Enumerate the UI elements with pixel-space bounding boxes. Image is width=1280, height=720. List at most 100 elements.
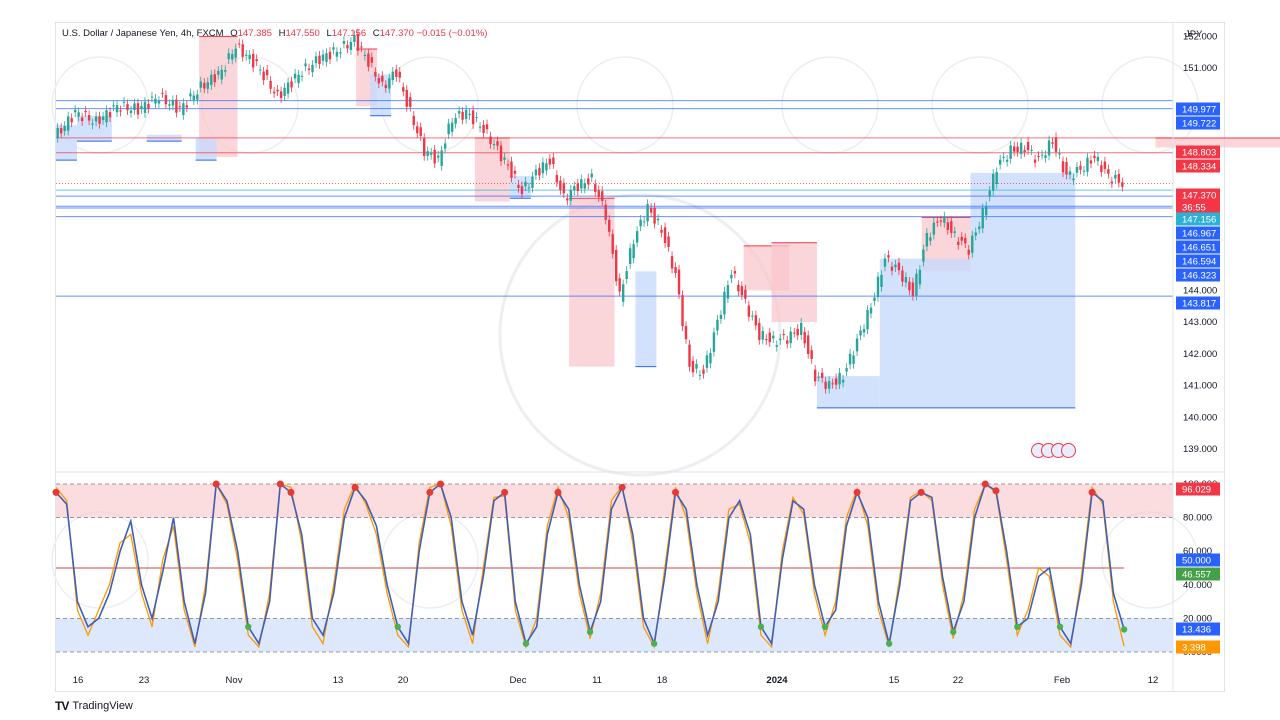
high-key: H: [278, 28, 286, 39]
price-tick-label: 143.000: [1183, 317, 1217, 328]
candle-body: [98, 116, 101, 124]
open-value: 147.385: [237, 28, 272, 39]
watermark-icon: [576, 56, 674, 154]
candle-body: [691, 360, 695, 373]
candle-body: [635, 231, 639, 243]
candle-body: [150, 96, 154, 98]
candle-body: [175, 99, 178, 113]
candle-body: [321, 54, 325, 61]
candle-body: [206, 82, 209, 89]
candle-body: [140, 106, 143, 110]
oversold-dot: [586, 628, 594, 636]
candle-body: [429, 152, 433, 155]
price-tick-label: 152.000: [1183, 31, 1217, 42]
candle-body: [276, 89, 279, 92]
overbought-dot: [351, 483, 359, 491]
candle-body: [681, 295, 684, 327]
candle-body: [489, 136, 492, 144]
candle-body: [283, 87, 286, 96]
oversold-dot: [522, 640, 530, 647]
candle-body: [381, 75, 384, 82]
candle-body: [503, 157, 506, 160]
candle-body: [241, 44, 244, 57]
candle-body: [545, 163, 548, 171]
candle-body: [810, 350, 813, 359]
watermark-icon: [381, 511, 479, 609]
candle-body: [367, 53, 370, 67]
candle-body: [642, 221, 646, 223]
candle-body: [608, 219, 611, 232]
candle-body: [890, 266, 894, 271]
candle-body: [684, 325, 688, 340]
candle-body: [594, 184, 597, 192]
candle-body: [960, 236, 963, 241]
candle-body: [887, 255, 890, 258]
level-badge-bg: [1176, 268, 1220, 282]
candle-body: [580, 179, 583, 189]
change-value: −0.015 (−0.01%): [416, 28, 488, 39]
candle-body: [416, 126, 419, 134]
candle-body: [447, 123, 450, 135]
candle-body: [318, 55, 321, 65]
candle-body: [740, 286, 744, 296]
candle-body: [716, 319, 719, 331]
candle-body: [384, 84, 388, 88]
candle-body: [1082, 170, 1086, 172]
osc-badge-bg: [1176, 482, 1220, 496]
candle-body: [939, 220, 943, 222]
candle-body: [290, 81, 293, 88]
candle-body: [527, 187, 531, 189]
oversold-dot: [394, 623, 402, 630]
candle-body: [834, 378, 838, 385]
candle-body: [761, 331, 765, 340]
currency-label: JPY: [1185, 29, 1203, 40]
time-tick-label: 12: [1148, 675, 1159, 686]
candle-body: [360, 46, 363, 48]
candle-body: [555, 175, 559, 183]
candle-body: [597, 190, 600, 198]
candle-body: [754, 315, 758, 326]
candle-body: [328, 51, 332, 60]
overbought-dot: [853, 488, 861, 496]
candle-body: [482, 124, 485, 134]
candle-body: [450, 122, 454, 132]
candle-body: [817, 376, 820, 378]
candle-body: [1103, 161, 1107, 169]
candle-body: [1089, 160, 1093, 164]
close-value: 147.370: [379, 28, 414, 39]
flag-icon[interactable]: [1061, 443, 1076, 458]
candle-body: [628, 248, 632, 265]
candle-body: [73, 109, 77, 113]
candle-body: [1044, 155, 1047, 158]
candle-body: [866, 309, 869, 330]
candle-body: [87, 115, 91, 121]
osc-badge-bg: [1176, 553, 1220, 567]
candle-body: [269, 80, 272, 89]
candle-body: [653, 207, 656, 224]
candle-body: [1012, 146, 1016, 152]
candle-body: [915, 273, 918, 296]
candle-body: [80, 117, 84, 122]
candle-body: [1093, 155, 1096, 159]
level-badge: 146.651: [1182, 243, 1216, 254]
candle-body: [164, 95, 168, 105]
candle-body: [335, 51, 339, 57]
candle-body: [611, 234, 614, 254]
level-badge-bg: [1176, 159, 1220, 173]
candle-body: [363, 54, 367, 56]
candle-body: [510, 161, 513, 178]
candle-body: [286, 82, 290, 94]
candle-body: [894, 264, 897, 268]
candle-body: [869, 307, 873, 314]
candle-body: [520, 186, 524, 195]
event-flags[interactable]: [1031, 443, 1076, 458]
high-value: 147.550: [285, 28, 320, 39]
price-tick-label: 141.000: [1183, 381, 1217, 392]
candle-body: [988, 190, 991, 197]
candle-body: [918, 269, 922, 285]
candle-body: [70, 118, 73, 123]
candle-body: [583, 183, 586, 189]
osc-badge: 13.436: [1182, 625, 1211, 636]
price-tick-label: 151.000: [1183, 63, 1217, 74]
